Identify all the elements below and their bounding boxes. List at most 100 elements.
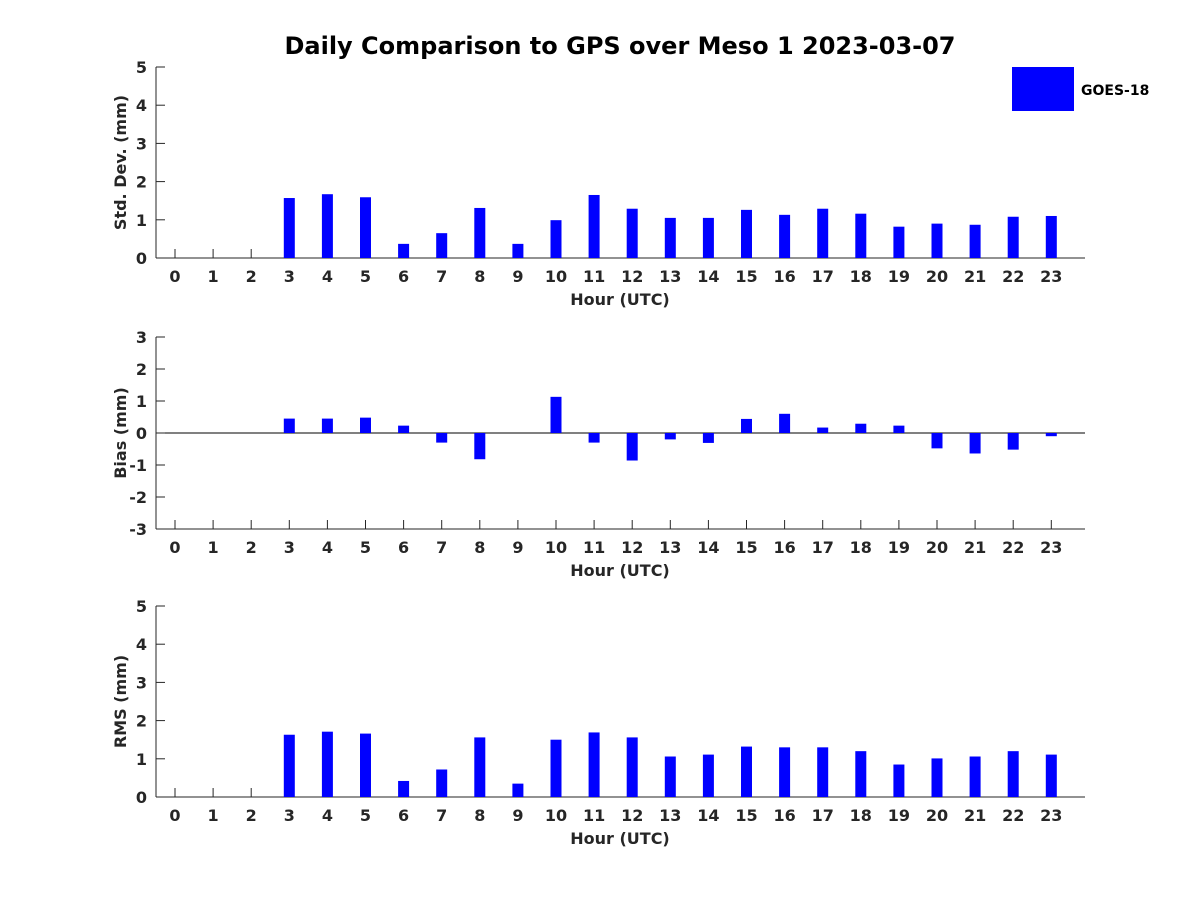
x-tick-label: 15	[735, 267, 757, 286]
x-tick-label: 17	[812, 267, 834, 286]
x-tick-label: 16	[773, 806, 795, 825]
x-tick-label: 5	[360, 806, 371, 825]
x-tick-label: 13	[659, 806, 681, 825]
bar-hour-18	[855, 751, 867, 797]
x-tick-label: 10	[545, 806, 567, 825]
bar-hour-22	[1007, 216, 1019, 258]
bar-hour-21	[969, 433, 981, 454]
x-tick-label: 11	[583, 267, 605, 286]
x-tick-label: 14	[697, 806, 719, 825]
x-tick-label: 1	[208, 806, 219, 825]
y-tick-label: 1	[136, 211, 147, 230]
x-tick-label: 4	[322, 267, 333, 286]
bar-hour-4	[321, 194, 333, 258]
y-tick-label: 2	[136, 712, 147, 731]
bar-hour-23	[1045, 433, 1057, 437]
x-tick-label: 12	[621, 267, 643, 286]
x-tick-label: 6	[398, 806, 409, 825]
figure-title: Daily Comparison to GPS over Meso 1 2023…	[284, 32, 955, 60]
bar-hour-20	[931, 758, 943, 797]
y-tick-label: 2	[136, 173, 147, 192]
bar-hour-4	[321, 418, 333, 433]
bar-hour-20	[931, 223, 943, 258]
x-tick-label: 7	[436, 538, 447, 557]
x-tick-label: 18	[850, 806, 872, 825]
x-tick-label: 4	[322, 806, 333, 825]
x-tick-label: 9	[512, 267, 523, 286]
x-tick-label: 2	[246, 267, 257, 286]
x-tick-label: 21	[964, 267, 986, 286]
bar-hour-17	[817, 747, 829, 797]
x-tick-label: 2	[246, 806, 257, 825]
bar-hour-15	[741, 746, 752, 797]
x-tick-label: 20	[926, 806, 948, 825]
y-tick-label: 2	[136, 360, 147, 379]
bar-hour-8	[474, 433, 486, 460]
x-tick-label: 21	[964, 538, 986, 557]
x-tick-label: 17	[812, 806, 834, 825]
y-tick-label: 0	[136, 424, 147, 443]
bar-hour-10	[550, 739, 562, 797]
bar-hour-11	[588, 194, 600, 258]
bar-hour-22	[1007, 433, 1019, 450]
x-tick-label: 20	[926, 267, 948, 286]
y-tick-label: 0	[136, 249, 147, 268]
bar-hour-21	[969, 224, 981, 258]
x-axis-label: Hour (UTC)	[570, 290, 670, 309]
bar-hour-21	[969, 756, 981, 797]
x-tick-label: 20	[926, 538, 948, 557]
legend-swatch	[1012, 67, 1074, 111]
bar-hour-12	[626, 208, 638, 258]
y-tick-label: 1	[136, 392, 147, 411]
bar-hour-9	[512, 243, 524, 258]
y-axis-label: Bias (mm)	[111, 387, 130, 479]
x-tick-label: 0	[169, 267, 180, 286]
bar-hour-18	[855, 213, 867, 258]
x-tick-label: 0	[169, 806, 180, 825]
x-axis-label: Hour (UTC)	[570, 829, 670, 848]
bar-hour-17	[817, 427, 829, 433]
bar-hour-17	[817, 208, 829, 258]
bar-hour-19	[893, 226, 905, 258]
bar-hour-6	[398, 780, 410, 797]
bar-hour-8	[474, 737, 486, 797]
x-tick-label: 19	[888, 538, 910, 557]
bar-hour-14	[702, 433, 714, 443]
x-tick-label: 19	[888, 806, 910, 825]
bar-hour-13	[664, 217, 676, 258]
x-tick-label: 18	[850, 538, 872, 557]
x-tick-label: 10	[545, 267, 567, 286]
y-tick-label: 5	[136, 597, 147, 616]
bar-hour-12	[626, 433, 638, 461]
bar-hour-10	[550, 220, 562, 258]
bar-hour-16	[779, 747, 791, 797]
bar-hour-15	[741, 209, 752, 258]
bar-hour-3	[283, 734, 295, 797]
bar-hour-19	[893, 764, 905, 797]
x-tick-label: 22	[1002, 267, 1024, 286]
x-tick-label: 7	[436, 267, 447, 286]
x-tick-label: 15	[735, 538, 757, 557]
bar-hour-11	[588, 433, 600, 443]
y-tick-label: 5	[136, 58, 147, 77]
bar-hour-23	[1045, 215, 1057, 258]
x-tick-label: 8	[474, 806, 485, 825]
x-tick-label: 1	[208, 538, 219, 557]
bar-hour-13	[664, 433, 676, 440]
x-tick-label: 12	[621, 806, 643, 825]
x-tick-label: 23	[1040, 267, 1062, 286]
x-tick-label: 6	[398, 538, 409, 557]
bar-hour-22	[1007, 751, 1019, 797]
bar-hour-19	[893, 425, 905, 433]
bar-hour-7	[436, 769, 448, 797]
bar-hour-14	[702, 217, 714, 258]
y-tick-label: -2	[129, 488, 147, 507]
bar-hour-5	[360, 417, 371, 433]
bar-hour-23	[1045, 754, 1057, 797]
x-tick-label: 17	[812, 538, 834, 557]
